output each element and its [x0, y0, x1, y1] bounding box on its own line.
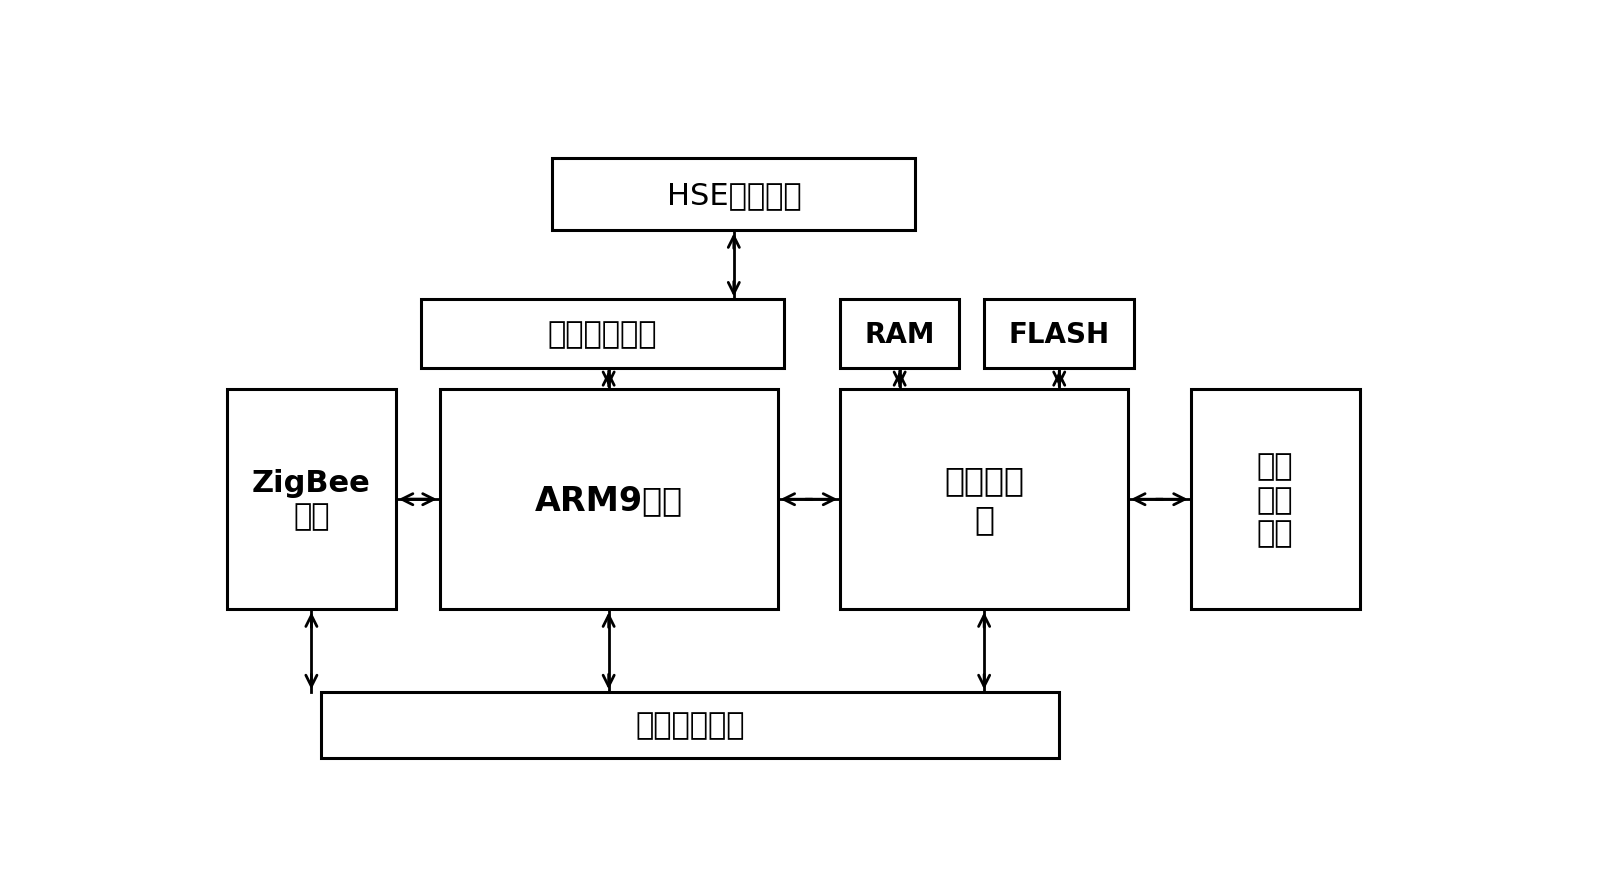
- Bar: [421, 300, 783, 369]
- Text: ZigBee
模块: ZigBee 模块: [252, 468, 371, 531]
- Text: 逻辑控制模块: 逻辑控制模块: [547, 320, 657, 349]
- Bar: [552, 159, 915, 232]
- Bar: [839, 300, 959, 369]
- Bar: [226, 390, 395, 610]
- Text: 媒介
访问
单元: 媒介 访问 单元: [1256, 451, 1293, 548]
- Text: 低压保护模块: 低压保护模块: [634, 711, 744, 739]
- Text: HSE接口单元: HSE接口单元: [667, 181, 801, 209]
- Bar: [321, 692, 1059, 758]
- Bar: [983, 300, 1133, 369]
- Text: 通信控制
器: 通信控制 器: [944, 464, 1023, 536]
- Text: FLASH: FLASH: [1009, 320, 1109, 349]
- Text: ARM9模块: ARM9模块: [534, 483, 683, 516]
- Bar: [839, 390, 1127, 610]
- Bar: [1190, 390, 1359, 610]
- Text: RAM: RAM: [863, 320, 935, 349]
- Bar: [439, 390, 778, 610]
